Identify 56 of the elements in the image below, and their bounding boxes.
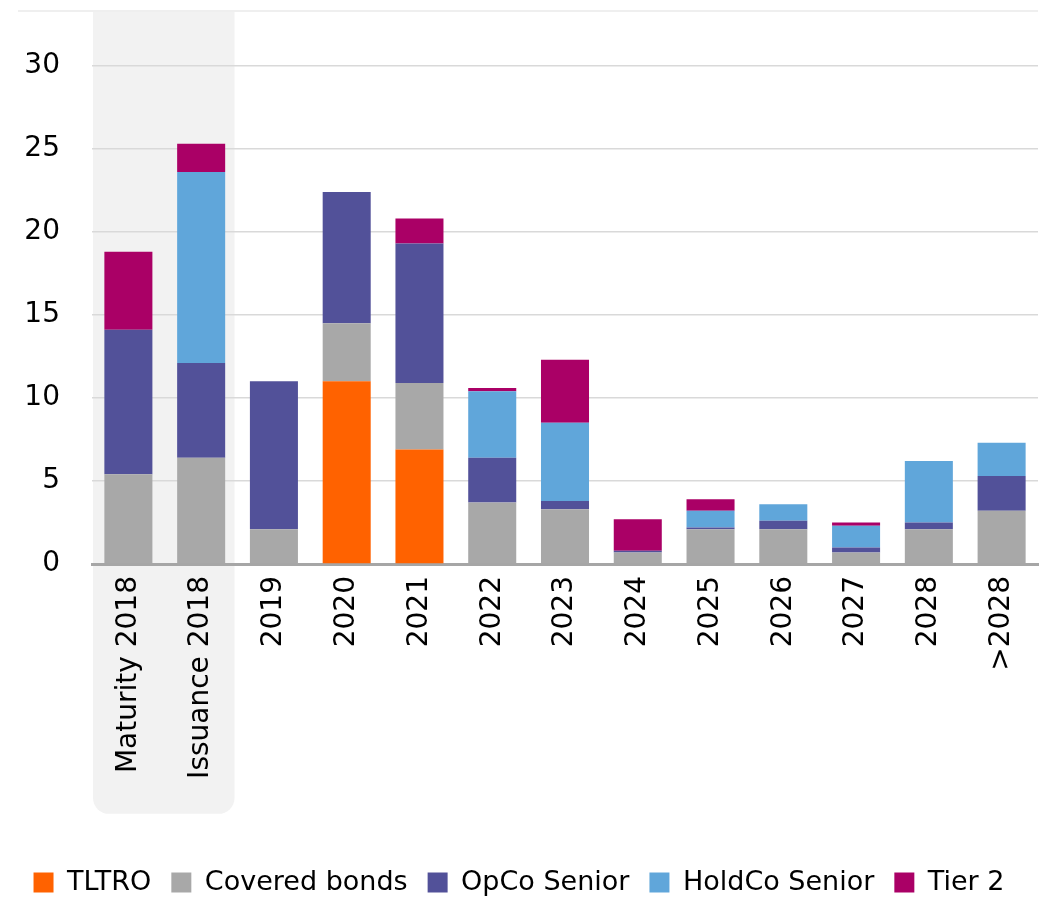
x-tick-label: 2024	[619, 576, 653, 648]
bar	[759, 520, 808, 530]
y-tick-label: 30	[24, 47, 60, 81]
bar	[395, 449, 444, 564]
y-tick-label: 25	[24, 130, 60, 164]
x-tick-label: >2028	[982, 576, 1016, 671]
bar	[904, 522, 953, 530]
x-tick-label: 2026	[764, 576, 798, 648]
y-tick-label: 15	[24, 296, 60, 330]
bar	[468, 391, 517, 458]
x-tick-label: Maturity 2018	[109, 576, 143, 774]
legend-label: HoldCo Senior	[682, 864, 876, 896]
bar	[322, 381, 371, 564]
bar	[686, 510, 735, 528]
bar	[104, 251, 153, 330]
bar	[177, 363, 226, 458]
bar	[322, 192, 371, 324]
bar	[104, 329, 153, 475]
x-tick-label: 2021	[400, 576, 434, 648]
bar	[177, 172, 226, 364]
bar	[177, 143, 226, 173]
bar	[686, 499, 735, 511]
bar	[540, 422, 590, 501]
x-tick-label: 2023	[546, 576, 580, 648]
x-tick-label: 2019	[255, 576, 289, 648]
legend-label: Tier 2	[926, 864, 1005, 896]
bar	[540, 359, 590, 423]
x-tick-label: 2020	[327, 576, 361, 648]
x-tick-label: 2022	[473, 576, 507, 648]
bar	[904, 461, 953, 523]
bar	[468, 457, 517, 503]
bar	[977, 475, 1026, 511]
bar	[613, 519, 662, 551]
bar	[832, 547, 881, 553]
x-tick-label: 2028	[910, 576, 944, 648]
y-tick-label: 10	[24, 379, 60, 413]
bar	[832, 525, 881, 548]
bar	[977, 442, 1026, 476]
bar	[395, 382, 444, 450]
bar	[540, 500, 590, 510]
bar	[832, 522, 881, 526]
bar	[249, 381, 298, 530]
x-tick-label: 2027	[837, 576, 871, 648]
legend-label: Covered bonds	[204, 864, 408, 896]
y-tick-label: 20	[24, 213, 60, 247]
bar	[468, 387, 517, 392]
y-tick-label: 5	[42, 462, 60, 496]
bar	[759, 504, 808, 521]
bar	[395, 218, 444, 244]
y-tick-label: 0	[42, 545, 60, 579]
bar	[322, 323, 371, 382]
x-tick-label: 2025	[691, 576, 725, 648]
legend-label: TLTRO	[66, 864, 152, 896]
bar	[395, 243, 444, 383]
legend-label: OpCo Senior	[461, 864, 631, 896]
x-tick-label: Issuance 2018	[182, 576, 216, 779]
